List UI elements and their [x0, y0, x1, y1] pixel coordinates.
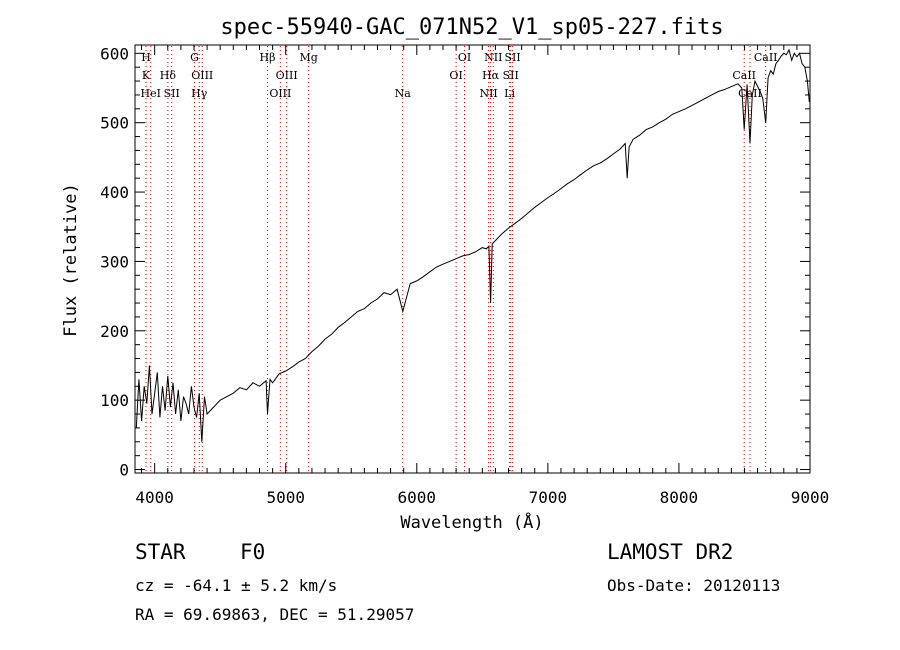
x-tick-label: 6000 [398, 488, 437, 507]
line-label: OIII [276, 69, 298, 82]
line-label: OIII [269, 87, 291, 100]
line-label: SII [164, 87, 180, 100]
line-label: CaII [732, 69, 756, 82]
chart-title: spec-55940-GAC_071N52_V1_sp05-227.fits [220, 15, 723, 40]
object-subclass: F0 [240, 540, 266, 564]
line-label: G [190, 51, 199, 64]
y-tick-label: 500 [100, 114, 129, 133]
y-tick-label: 100 [100, 391, 129, 410]
line-label: SII [503, 69, 519, 82]
y-tick-label: 0 [119, 461, 129, 480]
x-tick-label: 4000 [135, 488, 174, 507]
line-label: H [141, 51, 151, 64]
line-label: CaII [754, 51, 778, 64]
x-tick-label: 9000 [791, 488, 830, 507]
line-label: OI [458, 51, 471, 64]
line-label: Li [504, 87, 515, 100]
ra-dec-coordinates: RA = 69.69863, DEC = 51.29057 [135, 605, 415, 624]
line-label: Mg [300, 51, 318, 64]
y-tick-label: 400 [100, 183, 129, 202]
redshift-cz: cz = -64.1 ± 5.2 km/s [135, 576, 338, 595]
line-label: OI [449, 69, 462, 82]
x-tick-label: 7000 [529, 488, 568, 507]
line-label: K [142, 69, 151, 82]
y-tick-label: 300 [100, 252, 129, 271]
line-label: SII [504, 51, 520, 64]
line-label: HeI [141, 87, 161, 100]
y-tick-label: 600 [100, 44, 129, 63]
line-label: Hα [482, 69, 500, 82]
x-tick-label: 8000 [660, 488, 699, 507]
line-label: NII [479, 87, 497, 100]
object-class: STAR [135, 540, 186, 564]
x-tick-label: 5000 [266, 488, 305, 507]
obs-date: Obs-Date: 20120113 [607, 576, 781, 595]
line-label: Hδ [160, 69, 177, 82]
line-label: CaII [738, 87, 762, 100]
line-label: Na [395, 87, 412, 100]
data-release: LAMOST DR2 [607, 540, 734, 564]
line-label: Hγ [191, 87, 208, 100]
line-label: Hβ [260, 51, 276, 64]
line-label: NII [484, 51, 502, 64]
line-label: OIII [191, 69, 213, 82]
y-tick-label: 200 [100, 322, 129, 341]
y-axis-label: Flux (relative) [61, 183, 81, 337]
spectrum-line [135, 48, 810, 442]
x-axis-label: Wavelength (Å) [400, 511, 543, 533]
plot-frame [134, 44, 811, 474]
